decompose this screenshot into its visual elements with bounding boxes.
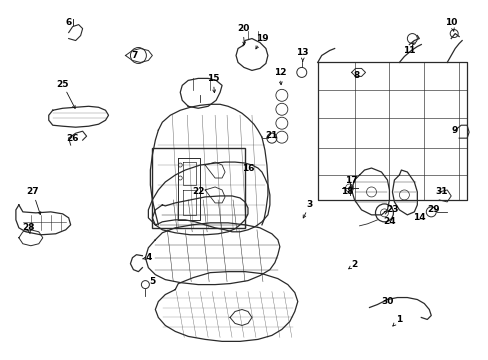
Text: 23: 23: [386, 206, 398, 215]
Text: 21: 21: [265, 131, 278, 140]
Text: 28: 28: [22, 223, 35, 232]
Text: 4: 4: [145, 253, 151, 262]
Text: 7: 7: [131, 51, 137, 60]
Text: 9: 9: [451, 126, 457, 135]
Text: 22: 22: [191, 188, 204, 197]
Text: 30: 30: [381, 297, 393, 306]
Text: 2: 2: [351, 260, 357, 269]
Text: 18: 18: [341, 188, 353, 197]
Text: 20: 20: [236, 24, 249, 33]
Text: 15: 15: [206, 74, 219, 83]
Text: 29: 29: [426, 206, 439, 215]
Text: 16: 16: [241, 163, 254, 172]
Text: 24: 24: [382, 217, 395, 226]
Bar: [152, 148, 244, 228]
Text: 19: 19: [255, 34, 268, 43]
Text: 26: 26: [66, 134, 79, 143]
Text: 14: 14: [412, 213, 425, 222]
Text: 3: 3: [306, 201, 312, 210]
Text: 17: 17: [345, 176, 357, 185]
Text: 1: 1: [395, 315, 402, 324]
Text: 10: 10: [444, 18, 456, 27]
Text: 27: 27: [26, 188, 39, 197]
Text: 25: 25: [56, 80, 69, 89]
Text: 8: 8: [353, 71, 359, 80]
Text: 12: 12: [273, 68, 285, 77]
Text: 13: 13: [296, 48, 308, 57]
Text: 31: 31: [434, 188, 447, 197]
Text: 6: 6: [65, 18, 72, 27]
Text: 11: 11: [402, 46, 415, 55]
Text: 5: 5: [149, 277, 155, 286]
